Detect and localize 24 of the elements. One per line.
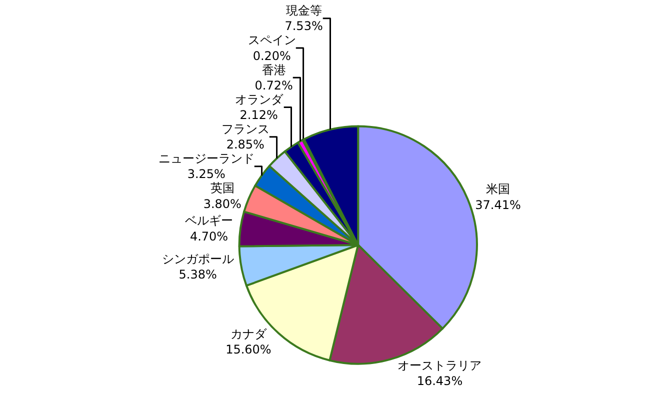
- slice-label: 現金等: [286, 4, 322, 18]
- slice-label: オランダ: [234, 92, 284, 106]
- data-label: 2.85%: [226, 138, 264, 152]
- slice-label: カナダ: [230, 326, 268, 341]
- data-label: 4.70%: [190, 229, 228, 244]
- data-label: 7.53%: [284, 19, 323, 34]
- data-label: 3.80%: [203, 196, 242, 211]
- data-label: 15.60%: [226, 342, 272, 356]
- data-label: 0.20%: [252, 48, 291, 63]
- data-label: 3.25%: [187, 167, 226, 182]
- slice-label: 米国: [486, 182, 510, 196]
- data-label: 5.38%: [178, 268, 217, 282]
- slice-label: ベルギー: [185, 214, 234, 228]
- slice-label: シンガポール: [162, 252, 234, 266]
- data-label: 2.12%: [240, 108, 278, 122]
- slice-label: ニュージーランド: [158, 152, 254, 166]
- data-label: 37.41%: [475, 198, 521, 212]
- slice-label: オーストラリア: [398, 358, 482, 372]
- data-label: 16.43%: [416, 374, 463, 388]
- slice-label: フランス: [221, 122, 270, 136]
- slice-label: スペイン: [248, 33, 296, 48]
- data-label: 0.72%: [254, 78, 293, 92]
- slice-label: 香港: [262, 62, 286, 77]
- slice-label: 英国: [210, 181, 234, 196]
